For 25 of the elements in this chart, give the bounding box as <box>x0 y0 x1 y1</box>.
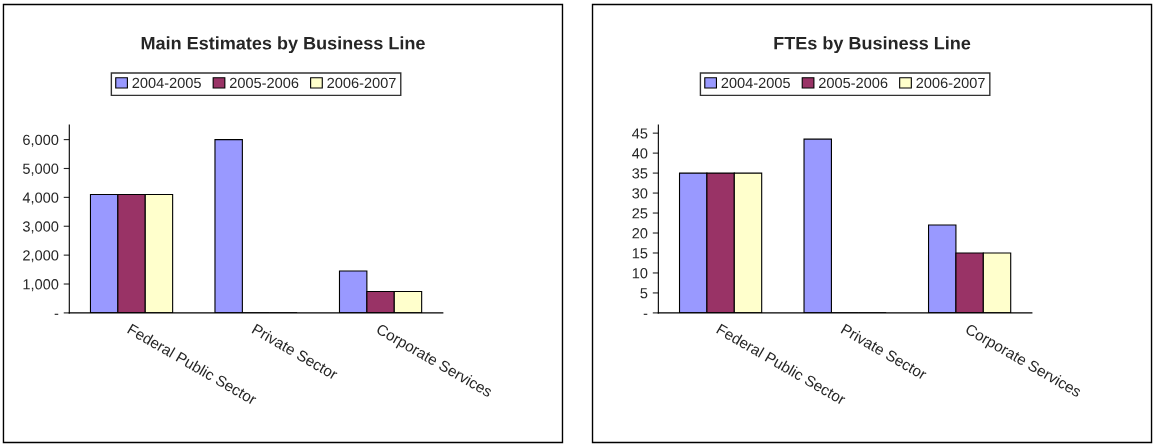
chart-title: FTEs by Business Line <box>774 36 971 54</box>
y-tick-label: 45 <box>632 128 648 139</box>
y-tick-label: 25 <box>632 208 648 219</box>
y-tick-label: 3,000 <box>22 221 59 234</box>
legend-label: 2005-2006 <box>819 77 888 89</box>
chart-title: Main Estimates by Business Line <box>141 36 425 54</box>
y-tick-label: 20 <box>632 228 648 239</box>
legend-label: 2004-2005 <box>132 77 201 89</box>
y-tick-label: 2,000 <box>23 250 59 263</box>
legend-label: 2005-2006 <box>229 77 299 89</box>
y-tick-label: 15 <box>632 248 648 259</box>
legend-label: 2006-2007 <box>327 77 396 89</box>
y-tick-label: - <box>643 313 648 315</box>
y-tick-label: 5 <box>640 288 648 299</box>
y-tick-label: - <box>54 313 59 315</box>
y-tick-label: 35 <box>632 168 648 179</box>
y-tick-label: 30 <box>632 188 648 199</box>
legend-label: 2006-2007 <box>916 77 985 89</box>
y-tick-label: 40 <box>632 148 648 159</box>
legend-label: 2004-2005 <box>721 77 790 89</box>
y-tick-label: 1,000 <box>23 279 59 292</box>
y-tick-label: 6,000 <box>23 134 59 147</box>
y-tick-label: 5,000 <box>22 163 59 176</box>
y-tick-label: 10 <box>632 268 648 279</box>
y-tick-label: 4,000 <box>22 192 59 205</box>
